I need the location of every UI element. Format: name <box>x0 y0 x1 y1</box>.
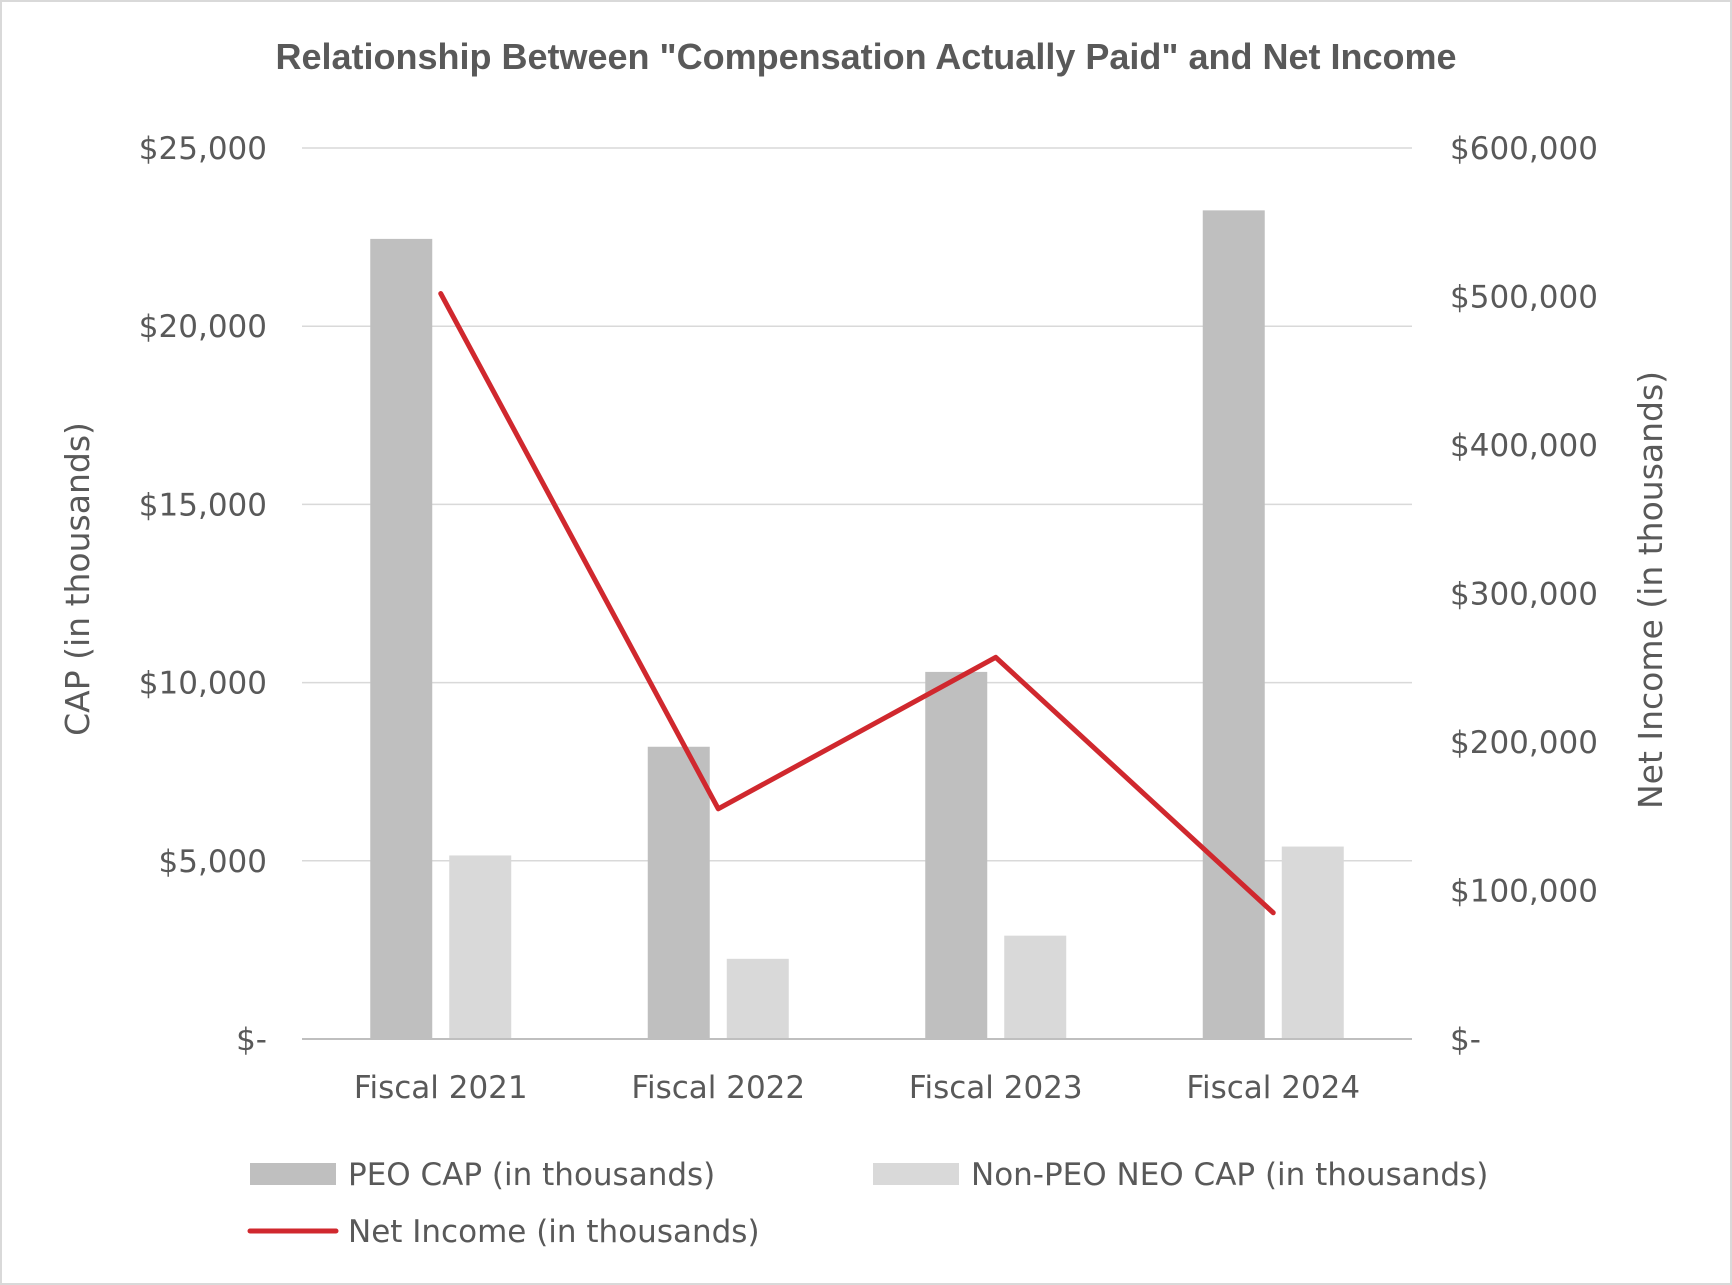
peo-cap-bar-3 <box>925 671 988 1039</box>
legend-swatch <box>250 1163 336 1185</box>
y-tick-label: $5,000 <box>159 844 267 880</box>
x-tick-label: Fiscal 2021 <box>354 1070 528 1106</box>
legend-peo-cap: PEO CAP (in thousands) <box>250 1157 715 1193</box>
x-axis: Fiscal 2021 Fiscal 2022 Fiscal 2023 Fiscal … <box>354 1070 1360 1106</box>
chart-title: Relationship Between "Compensation Actua… <box>275 36 1456 77</box>
right-axis: $- $100,000 $200,000 $300,000 $400,000 $500,0… <box>1450 131 1598 1058</box>
non-peo-neo-cap-bar-4 <box>1281 846 1344 1039</box>
y2-axis-title: Net Income (in thousands) <box>1631 371 1670 809</box>
legend-net-income: Net Income (in thousands) <box>247 1214 760 1250</box>
y-tick-label: $- <box>236 1022 267 1058</box>
non-peo-neo-cap-bar-3 <box>1004 935 1067 1039</box>
y2-tick-label: $500,000 <box>1450 280 1598 316</box>
y2-tick-label: $100,000 <box>1450 874 1598 910</box>
x-tick-label: Fiscal 2023 <box>909 1070 1083 1106</box>
y2-tick-label: $300,000 <box>1450 577 1598 613</box>
legend-swatch <box>873 1163 959 1185</box>
peo-cap-bar-1 <box>370 238 433 1039</box>
left-axis: $- $5,000 $10,000 $15,000 $20,000 $25,000 <box>139 131 267 1058</box>
x-tick-label: Fiscal 2022 <box>631 1070 805 1106</box>
non-peo-neo-cap-bar-2 <box>726 958 789 1039</box>
non-peo-neo-cap-bar-1 <box>449 855 512 1039</box>
x-tick-label: Fiscal 2024 <box>1186 1070 1360 1106</box>
y-tick-label: $20,000 <box>139 309 267 345</box>
bars <box>302 210 1412 1040</box>
y2-tick-label: $400,000 <box>1450 428 1598 464</box>
y2-tick-label: $600,000 <box>1450 131 1598 167</box>
legend-label: Net Income (in thousands) <box>348 1214 760 1250</box>
net-income-line-layer <box>438 291 1276 916</box>
peo-cap-bar-2 <box>647 746 710 1039</box>
peo-cap-bar-4 <box>1202 210 1265 1039</box>
legend-label: Non-PEO NEO CAP (in thousands) <box>971 1157 1488 1193</box>
y-tick-label: $10,000 <box>139 666 267 702</box>
y-axis-title: CAP (in thousands) <box>58 422 97 736</box>
y2-tick-label: $200,000 <box>1450 725 1598 761</box>
legend-non-peo-neo-cap: Non-PEO NEO CAP (in thousands) <box>873 1157 1488 1193</box>
legend-label: PEO CAP (in thousands) <box>348 1157 715 1193</box>
y-tick-label: $25,000 <box>139 131 267 167</box>
y2-tick-label: $- <box>1450 1022 1481 1058</box>
net-income-line <box>438 291 1276 916</box>
legend: PEO CAP (in thousands) Non-PEO NEO CAP (i… <box>247 1157 1488 1250</box>
y-tick-label: $15,000 <box>139 487 267 523</box>
